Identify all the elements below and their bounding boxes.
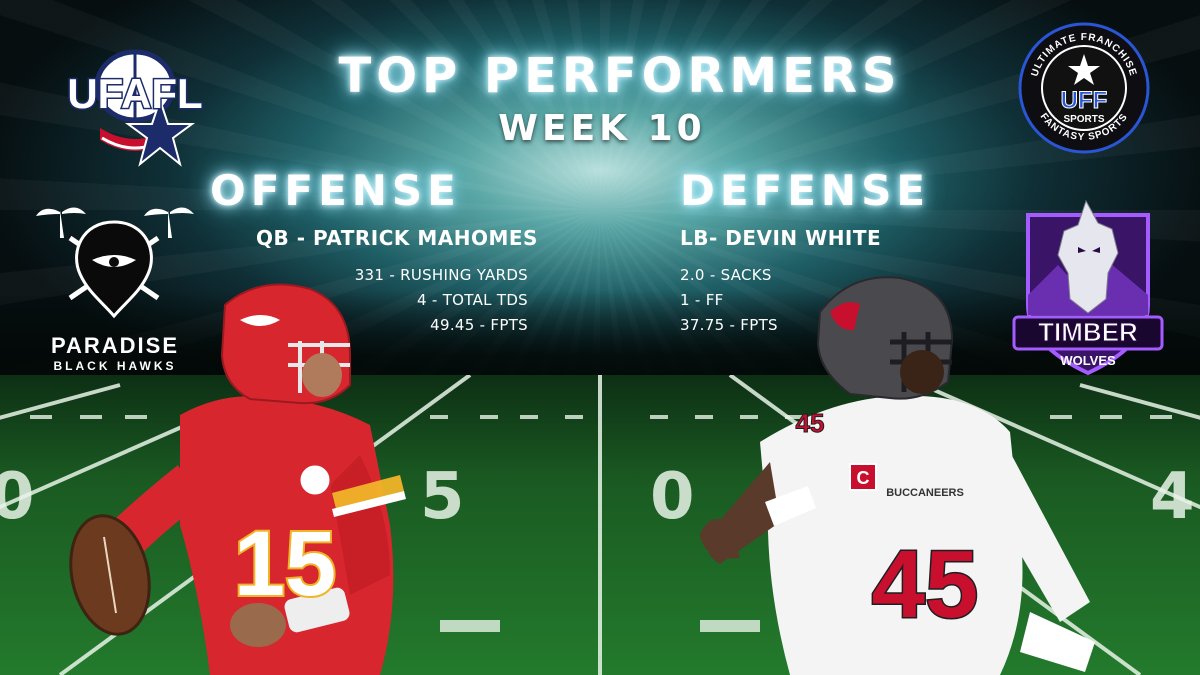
defense-player-arm-right [990,452,1090,622]
defense-player-image: C BUCCANEERS 45 45 [700,276,1095,675]
wolf-head-icon [1057,199,1119,314]
offense-stat-3: 49.45 - FPTS [430,316,528,334]
defense-jersey-number: 45 [872,531,979,638]
paradise-black-hawks-logo: PARADISE BLACK HAWKS [36,207,194,373]
svg-text:C: C [857,468,870,488]
svg-text:0: 0 [0,460,35,530]
defense-heading: DEFENSE [680,166,931,215]
glove-icon [765,486,816,526]
defense-sleeve-number: 45 [796,408,825,438]
team-wordmark: BUCCANEERS [886,487,964,499]
svg-text:SPORTS: SPORTS [1063,114,1104,125]
buccaneers-flag-icon [830,302,860,331]
offense-player-name: QB - PATRICK MAHOMES [256,226,538,250]
timber-wolves-logo: TIMBER WOLVES [1012,199,1164,376]
svg-text:4: 4 [1150,460,1195,530]
svg-text:WOLVES: WOLVES [1060,353,1116,368]
yard-numbers: 5 0 0 4 [0,460,1195,530]
palm-tree-icon [36,207,194,238]
svg-text:BLACK HAWKS: BLACK HAWKS [54,359,177,373]
yard-number-right: 0 [650,460,695,530]
defense-player-name: LB- DEVIN WHITE [680,226,882,250]
offense-heading: OFFENSE [210,166,461,215]
defense-stat-3: 37.75 - FPTS [680,316,778,334]
offense-jersey-number: 15 [234,513,336,615]
hawk-head-icon [75,220,153,319]
chiefs-patch-icon [297,462,333,498]
star-icon [1068,54,1100,85]
defense-stat-1: 2.0 - SACKS [680,266,772,284]
svg-text:UFF: UFF [1061,87,1108,114]
uff-sports-logo: ULTIMATE FRANCHISE FANTASY SPORTS UFF SP… [1018,22,1150,154]
wristband [284,587,350,633]
svg-text:TIMBER: TIMBER [1038,317,1138,347]
offense-stat-1: 331 - RUSHING YARDS [354,266,528,284]
defense-stat-2: 1 - FF [680,291,724,309]
week-label: WEEK 10 [498,108,706,149]
yard-number-left: 5 [420,460,465,530]
svg-text:PARADISE: PARADISE [51,333,179,358]
captain-patch [849,463,877,491]
offense-stat-2: 4 - TOTAL TDS [417,291,528,309]
page-title: TOP PERFORMERS [338,48,902,104]
ufafl-logo: UFAFL [66,49,204,167]
offense-player-image: 15 [69,283,406,675]
star-icon [124,96,196,167]
svg-text:UFAFL: UFAFL [67,70,202,117]
